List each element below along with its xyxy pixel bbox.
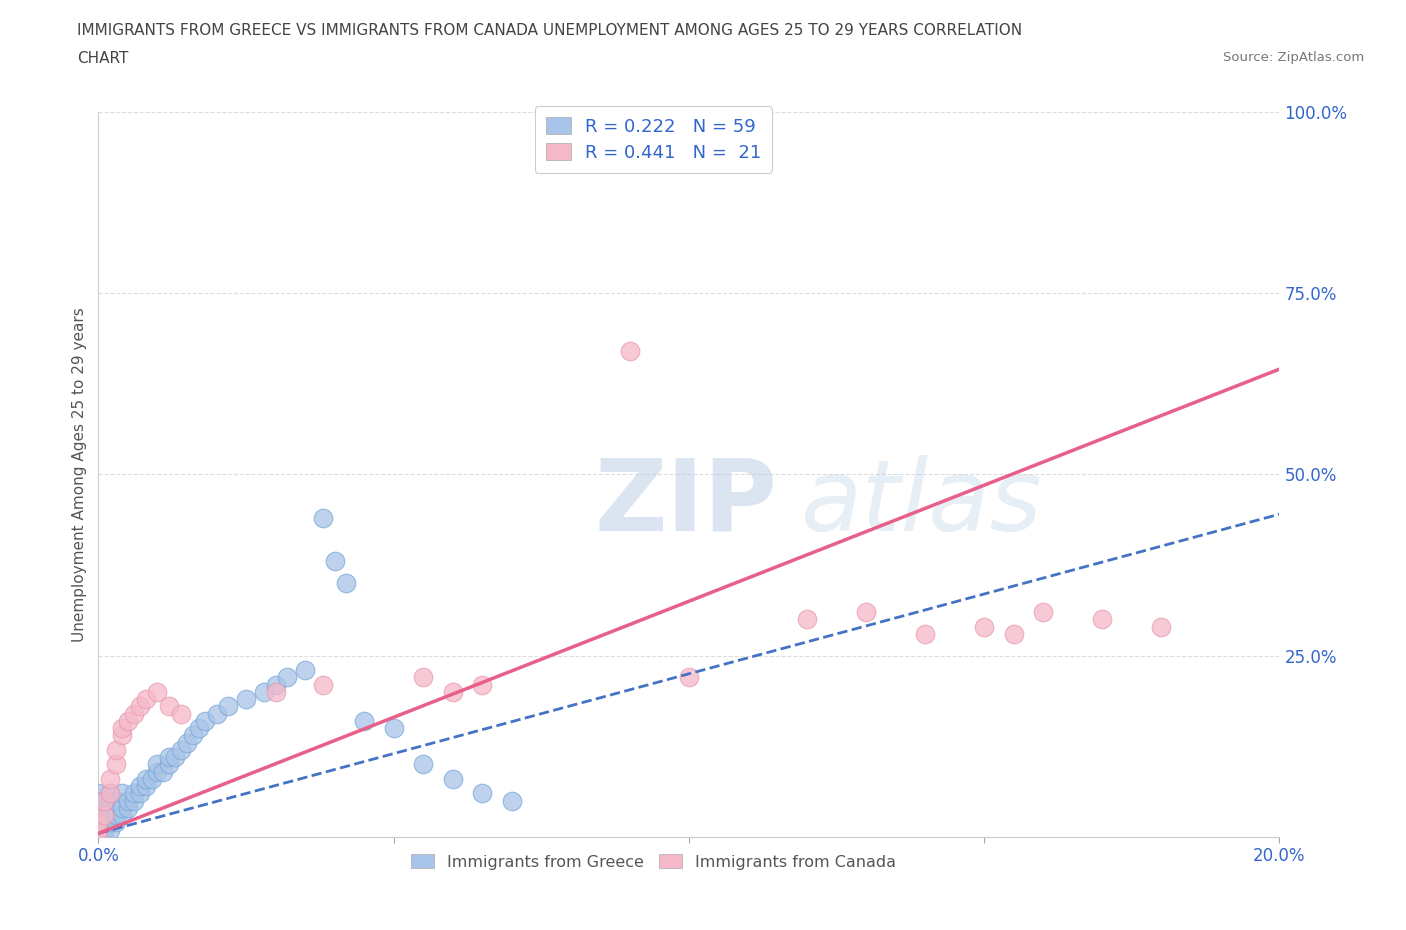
Point xyxy=(105,815,128,830)
Point xyxy=(412,670,434,684)
Point xyxy=(165,750,187,764)
Point xyxy=(235,692,257,707)
Point xyxy=(87,830,110,844)
Point xyxy=(117,713,139,728)
Point xyxy=(93,830,115,844)
Point xyxy=(146,764,169,779)
Point xyxy=(98,772,121,787)
Point xyxy=(619,343,641,358)
Point xyxy=(135,778,157,793)
Point xyxy=(93,793,115,808)
Point xyxy=(170,742,193,757)
Point xyxy=(1091,612,1114,627)
Point xyxy=(87,801,110,816)
Point xyxy=(122,793,145,808)
Point xyxy=(93,808,115,823)
Text: Source: ZipAtlas.com: Source: ZipAtlas.com xyxy=(1223,51,1364,64)
Point xyxy=(146,757,169,772)
Point xyxy=(98,786,121,801)
Point xyxy=(105,793,128,808)
Point xyxy=(855,604,877,619)
Text: IMMIGRANTS FROM GREECE VS IMMIGRANTS FROM CANADA UNEMPLOYMENT AMONG AGES 25 TO 2: IMMIGRANTS FROM GREECE VS IMMIGRANTS FRO… xyxy=(77,23,1022,38)
Point xyxy=(253,684,276,699)
Point xyxy=(471,786,494,801)
Point xyxy=(93,822,115,837)
Point xyxy=(111,808,134,823)
Point xyxy=(382,721,405,736)
Point xyxy=(98,808,121,823)
Point xyxy=(87,830,110,844)
Point xyxy=(914,627,936,642)
Point xyxy=(128,699,150,714)
Point xyxy=(1002,627,1025,642)
Point xyxy=(141,772,163,787)
Point xyxy=(187,721,209,736)
Point xyxy=(117,801,139,816)
Point xyxy=(87,822,110,837)
Point xyxy=(335,576,357,591)
Y-axis label: Unemployment Among Ages 25 to 29 years: Unemployment Among Ages 25 to 29 years xyxy=(72,307,87,642)
Point xyxy=(111,721,134,736)
Point xyxy=(146,684,169,699)
Point xyxy=(105,757,128,772)
Point xyxy=(135,692,157,707)
Point xyxy=(1150,619,1173,634)
Point xyxy=(87,808,110,823)
Point xyxy=(111,786,134,801)
Point xyxy=(170,706,193,721)
Point xyxy=(98,815,121,830)
Point xyxy=(501,793,523,808)
Point xyxy=(217,699,239,714)
Point xyxy=(441,684,464,699)
Legend: Immigrants from Greece, Immigrants from Canada: Immigrants from Greece, Immigrants from … xyxy=(405,848,903,876)
Point xyxy=(87,815,110,830)
Point xyxy=(181,728,204,743)
Point xyxy=(105,808,128,823)
Point xyxy=(276,670,298,684)
Point xyxy=(205,706,228,721)
Point xyxy=(111,728,134,743)
Text: CHART: CHART xyxy=(77,51,129,66)
Point xyxy=(294,663,316,678)
Point xyxy=(323,554,346,569)
Point xyxy=(312,511,335,525)
Point xyxy=(87,830,110,844)
Point xyxy=(128,778,150,793)
Point xyxy=(973,619,995,634)
Point xyxy=(157,750,180,764)
Point xyxy=(412,757,434,772)
Point xyxy=(93,801,115,816)
Point xyxy=(93,815,115,830)
Point xyxy=(98,786,121,801)
Point xyxy=(111,801,134,816)
Point xyxy=(157,757,180,772)
Point xyxy=(128,786,150,801)
Point xyxy=(122,706,145,721)
Point xyxy=(122,786,145,801)
Point xyxy=(87,793,110,808)
Point xyxy=(87,822,110,837)
Point xyxy=(157,699,180,714)
Point xyxy=(441,772,464,787)
Point xyxy=(98,822,121,837)
Point xyxy=(471,677,494,692)
Point xyxy=(264,677,287,692)
Point xyxy=(1032,604,1054,619)
Point xyxy=(87,815,110,830)
Point xyxy=(194,713,217,728)
Point xyxy=(152,764,174,779)
Text: ZIP: ZIP xyxy=(595,455,778,551)
Point xyxy=(117,793,139,808)
Point xyxy=(796,612,818,627)
Point xyxy=(312,677,335,692)
Point xyxy=(176,736,198,751)
Point xyxy=(135,772,157,787)
Point xyxy=(93,793,115,808)
Text: atlas: atlas xyxy=(801,455,1043,551)
Point xyxy=(264,684,287,699)
Point xyxy=(353,713,375,728)
Point xyxy=(678,670,700,684)
Point xyxy=(105,742,128,757)
Point xyxy=(87,786,110,801)
